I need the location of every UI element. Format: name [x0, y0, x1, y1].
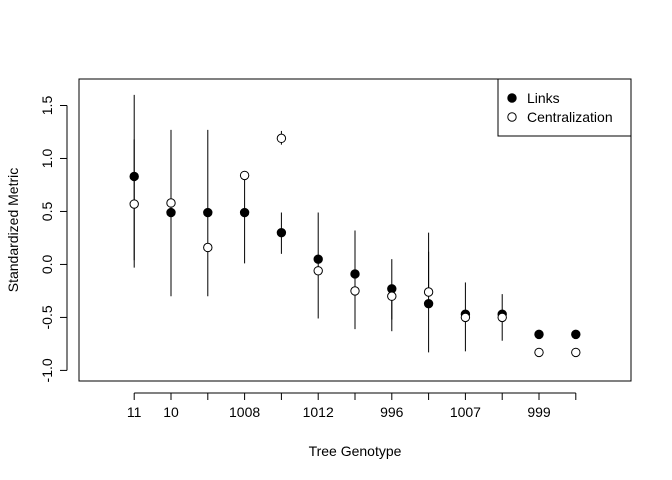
x-axis-label: Tree Genotype: [309, 443, 402, 459]
point-links: [166, 207, 176, 218]
point-links: [239, 207, 250, 218]
x-tick-label: 1007: [450, 404, 481, 420]
point-centralization: [129, 199, 139, 209]
point-centralization: [460, 312, 471, 323]
point-centralization: [497, 312, 507, 323]
y-tick-label: 0.0: [39, 254, 55, 274]
point-centralization: [534, 347, 544, 358]
legend-marker-links: [507, 93, 517, 103]
point-links: [313, 254, 323, 264]
point-centralization: [313, 266, 323, 276]
y-tick-label: 1.5: [39, 96, 55, 116]
point-links: [203, 207, 213, 218]
y-tick-label: 1.0: [39, 149, 55, 169]
legend: Links Centralization: [497, 78, 632, 137]
x-axis: 11 10 1008 1012 996 1007 999: [127, 392, 577, 420]
point-links: [534, 329, 544, 340]
x-tick-label: 10: [163, 404, 179, 420]
point-centralization: [276, 133, 287, 144]
point-centralization: [203, 242, 213, 253]
error-bars: [133, 94, 503, 353]
x-tick-label: 1008: [229, 404, 260, 420]
legend-label-centralization: Centralization: [527, 109, 613, 125]
point-links: [129, 171, 139, 182]
x-tick-label: 1012: [303, 404, 334, 420]
y-tick-label: -1.0: [39, 358, 55, 382]
point-links: [423, 298, 434, 309]
point-links: [350, 269, 360, 279]
point-centralization: [571, 347, 581, 358]
y-axis: -1.0 -0.5 0.0 0.5 1.0 1.5: [39, 96, 68, 382]
point-links: [571, 329, 581, 340]
y-axis-label: Standardized Metric: [5, 168, 21, 293]
plot-frame: [78, 78, 632, 382]
data-points: [129, 133, 581, 358]
x-tick-label: 996: [380, 404, 404, 420]
x-tick-label: 11: [127, 404, 142, 420]
legend-marker-centralization: [507, 112, 517, 122]
point-links: [276, 227, 287, 238]
point-centralization: [166, 198, 176, 208]
x-tick-label: 999: [527, 404, 551, 420]
point-centralization: [350, 286, 360, 296]
y-tick-label: 0.5: [39, 202, 55, 222]
legend-label-links: Links: [527, 90, 560, 106]
point-centralization: [423, 287, 434, 297]
y-tick-label: -0.5: [39, 305, 55, 329]
point-centralization: [387, 291, 397, 301]
point-centralization: [239, 170, 250, 181]
legend-box: [497, 78, 632, 137]
